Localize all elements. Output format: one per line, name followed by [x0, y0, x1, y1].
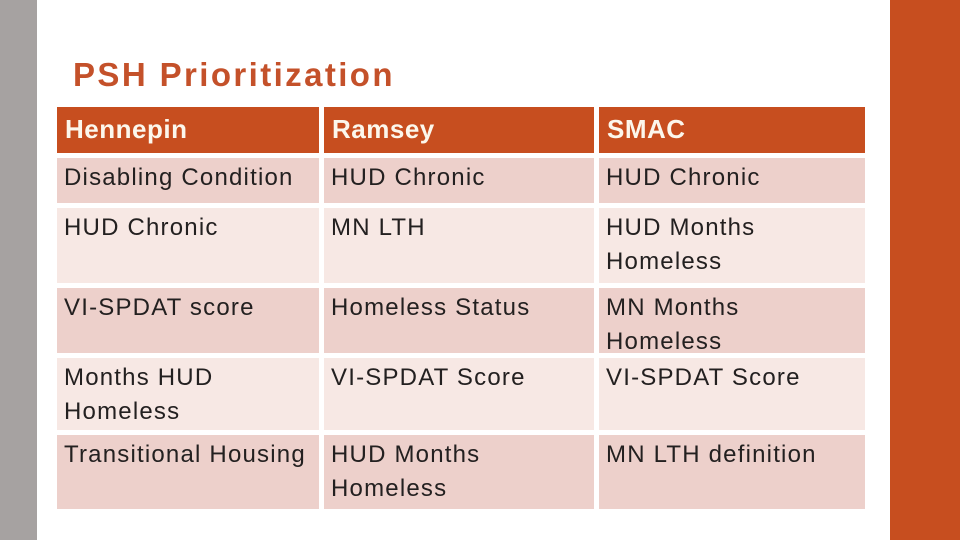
table-cell: MN LTH	[324, 208, 594, 283]
table-cell: VI-SPDAT Score	[324, 358, 594, 430]
table-cell: HUD Chronic	[57, 208, 319, 283]
prioritization-table: Hennepin Ramsey SMAC Disabling Condition…	[57, 107, 865, 509]
table-cell: VI-SPDAT score	[57, 288, 319, 353]
left-gray-accent-bar	[0, 0, 37, 540]
table-header-hennepin: Hennepin	[57, 107, 319, 153]
table-cell: HUD Chronic	[324, 158, 594, 203]
slide-title: PSH Prioritization	[73, 56, 395, 94]
table-cell: HUD Chronic	[599, 158, 865, 203]
table-header-smac: SMAC	[599, 107, 865, 153]
table-cell: VI-SPDAT Score	[599, 358, 865, 430]
table-header-ramsey: Ramsey	[324, 107, 594, 153]
table-cell: Months HUD Homeless	[57, 358, 319, 430]
table-cell: MN Months Homeless	[599, 288, 865, 353]
table-cell: Transitional Housing	[57, 435, 319, 509]
table-cell: HUD Months Homeless	[324, 435, 594, 509]
table-cell: HUD Months Homeless	[599, 208, 865, 283]
table-cell: MN LTH definition	[599, 435, 865, 509]
right-orange-accent-bar	[890, 0, 960, 540]
table-cell: Homeless Status	[324, 288, 594, 353]
table-cell: Disabling Condition	[57, 158, 319, 203]
